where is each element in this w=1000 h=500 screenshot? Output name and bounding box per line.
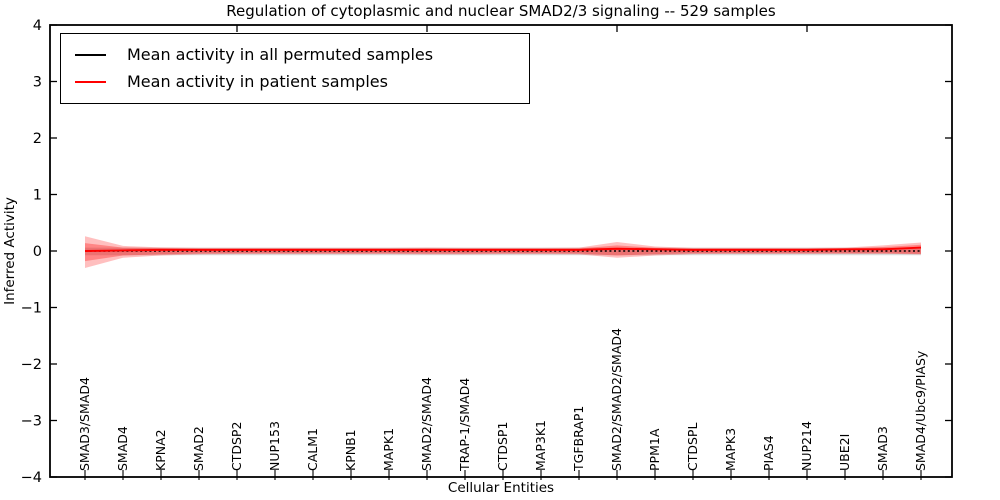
y-tick-label: −2 bbox=[21, 357, 42, 373]
x-category-label: MAP3K1 bbox=[533, 420, 548, 471]
y-tick-label: 1 bbox=[33, 188, 42, 204]
x-category-label: CALM1 bbox=[305, 428, 320, 471]
x-category-label: SMAD3/SMAD4 bbox=[77, 377, 92, 471]
x-category-label: SMAD2/SMAD2/SMAD4 bbox=[609, 328, 624, 471]
legend-entry-patient: Mean activity in patient samples bbox=[75, 68, 515, 95]
x-category-label: PIAS4 bbox=[761, 435, 776, 471]
y-tick-label: 4 bbox=[33, 18, 42, 34]
x-category-label: TRAP-1/SMAD4 bbox=[457, 378, 472, 472]
x-category-label: TGFBRAP1 bbox=[571, 406, 586, 472]
x-category-label: CTDSPL bbox=[685, 423, 700, 471]
y-tick-label: −1 bbox=[21, 301, 42, 317]
y-tick-label: 0 bbox=[33, 244, 42, 260]
x-category-label: NUP153 bbox=[267, 421, 282, 471]
x-category-label: SMAD3 bbox=[875, 426, 890, 471]
legend-entry-permuted: Mean activity in all permuted samples bbox=[75, 41, 515, 68]
chart-title: Regulation of cytoplasmic and nuclear SM… bbox=[226, 2, 776, 20]
x-axis-label: Cellular Entities bbox=[447, 480, 555, 496]
black-line-swatch-icon bbox=[75, 53, 106, 56]
x-category-label: SMAD4 bbox=[115, 426, 130, 471]
x-category-label: UBE2I bbox=[837, 434, 852, 471]
x-category-label: MAPK3 bbox=[723, 428, 738, 471]
y-tick-label: −3 bbox=[21, 414, 42, 430]
legend-label: Mean activity in all permuted samples bbox=[127, 45, 434, 64]
x-category-label: NUP214 bbox=[799, 421, 814, 471]
x-category-label: SMAD2/SMAD4 bbox=[419, 377, 434, 471]
legend-label: Mean activity in patient samples bbox=[127, 72, 388, 91]
x-category-label: CTDSP1 bbox=[495, 422, 510, 471]
y-tick-label: −4 bbox=[21, 470, 42, 486]
x-category-label: SMAD4/Ubc9/PIASy bbox=[913, 350, 928, 471]
x-category-label: CTDSP2 bbox=[229, 422, 244, 471]
x-category-label: KPNA2 bbox=[153, 429, 168, 471]
x-category-label: MAPK1 bbox=[381, 428, 396, 471]
x-category-label: PPM1A bbox=[647, 428, 662, 471]
x-category-label: KPNB1 bbox=[343, 429, 358, 471]
y-tick-label: 3 bbox=[33, 75, 42, 91]
patient-outer-band bbox=[85, 236, 921, 268]
y-tick-label: 2 bbox=[33, 131, 42, 147]
series-line-patient bbox=[84, 246, 922, 252]
red-line-swatch-icon bbox=[75, 80, 106, 83]
patient-inner-band bbox=[85, 243, 921, 262]
legend: Mean activity in all permuted samples Me… bbox=[60, 33, 530, 104]
x-category-label: SMAD2 bbox=[191, 426, 206, 471]
